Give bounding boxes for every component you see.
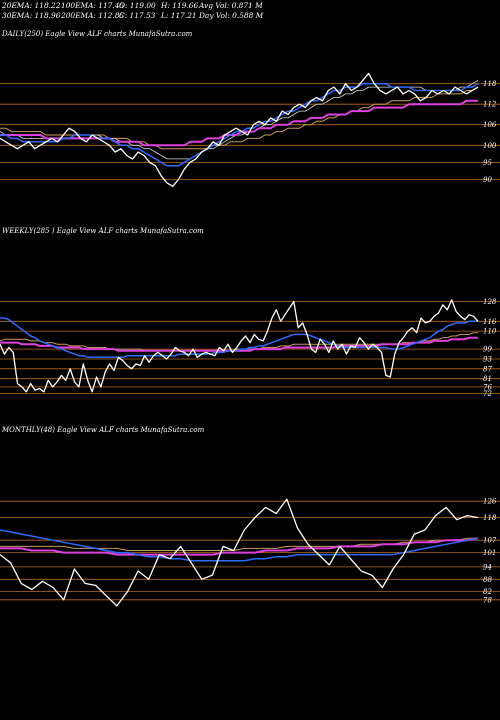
weekly-level-label-8: 72: [483, 390, 492, 398]
weekly-level-label-0: 128: [483, 298, 497, 306]
monthly-level-label-6: 82: [483, 588, 492, 596]
header-ema30: 30EMA: 118.96: [2, 11, 61, 20]
header-ema20: 20EMA: 118.22: [2, 1, 61, 10]
daily-level-label-2: 106: [483, 121, 497, 129]
weekly-level-label-6: 81: [483, 375, 492, 383]
weekly-level-label-2: 110: [483, 328, 497, 336]
weekly-level-label-5: 87: [483, 365, 492, 373]
header-avg-vol: Avg Vol: 0.871 M: [199, 1, 263, 10]
daily-level-label-1: 112: [483, 101, 497, 109]
monthly-panel-label: MONTHLY(48) Eagle View ALF charts Munafa…: [2, 426, 205, 434]
monthly-level-label-5: 88: [483, 576, 492, 584]
daily-ema20-line: [0, 82, 479, 167]
header-ema200: 200EMA: 112.85: [61, 11, 125, 20]
monthly-level-label-0: 126: [483, 498, 497, 506]
daily-ema100-line: [0, 86, 479, 150]
daily-chart: 118 112 106 100 95 90: [0, 72, 500, 187]
header-open: O: 119.00: [119, 1, 156, 10]
header-low: L: 117.21: [161, 11, 197, 20]
monthly-level-label-4: 94: [483, 563, 492, 571]
monthly-price-line: [0, 498, 479, 607]
weekly-price-line: [0, 299, 479, 393]
weekly-ema20-line: [0, 317, 478, 359]
monthly-level-label-2: 107: [483, 537, 497, 545]
monthly-level-label-7: 78: [483, 596, 492, 604]
header-high: H: 119.66: [161, 1, 199, 10]
weekly-level-label-3: 99: [483, 346, 492, 354]
monthly-ema100-line: [0, 537, 478, 551]
monthly-ema20-line: [0, 529, 479, 562]
header-close: C: 117.53: [119, 11, 156, 20]
monthly-level-label-1: 118: [483, 514, 497, 522]
weekly-level-label-4: 93: [483, 356, 492, 364]
header-day-vol: Day Vol: 0.588 M: [199, 11, 264, 20]
daily-panel-label: DAILY(250) Eagle View ALF charts MunafaS…: [2, 30, 193, 38]
header-ema100: 100EMA: 117.45: [61, 1, 125, 10]
weekly-level-label-1: 116: [483, 318, 497, 326]
daily-price-line: [0, 72, 479, 187]
daily-level-label-3: 100: [483, 142, 497, 150]
daily-level-label-4: 95: [483, 159, 492, 167]
weekly-panel-label: WEEKLY(285 ) Eagle View ALF charts Munaf…: [2, 227, 204, 235]
weekly-level-label-7: 76: [483, 383, 492, 391]
monthly-level-label-3: 101: [483, 549, 496, 557]
daily-ema200-line: [0, 99, 478, 147]
monthly-ema200-line: [0, 537, 479, 556]
daily-level-label-0: 118: [483, 80, 497, 88]
daily-level-label-5: 90: [483, 176, 492, 184]
